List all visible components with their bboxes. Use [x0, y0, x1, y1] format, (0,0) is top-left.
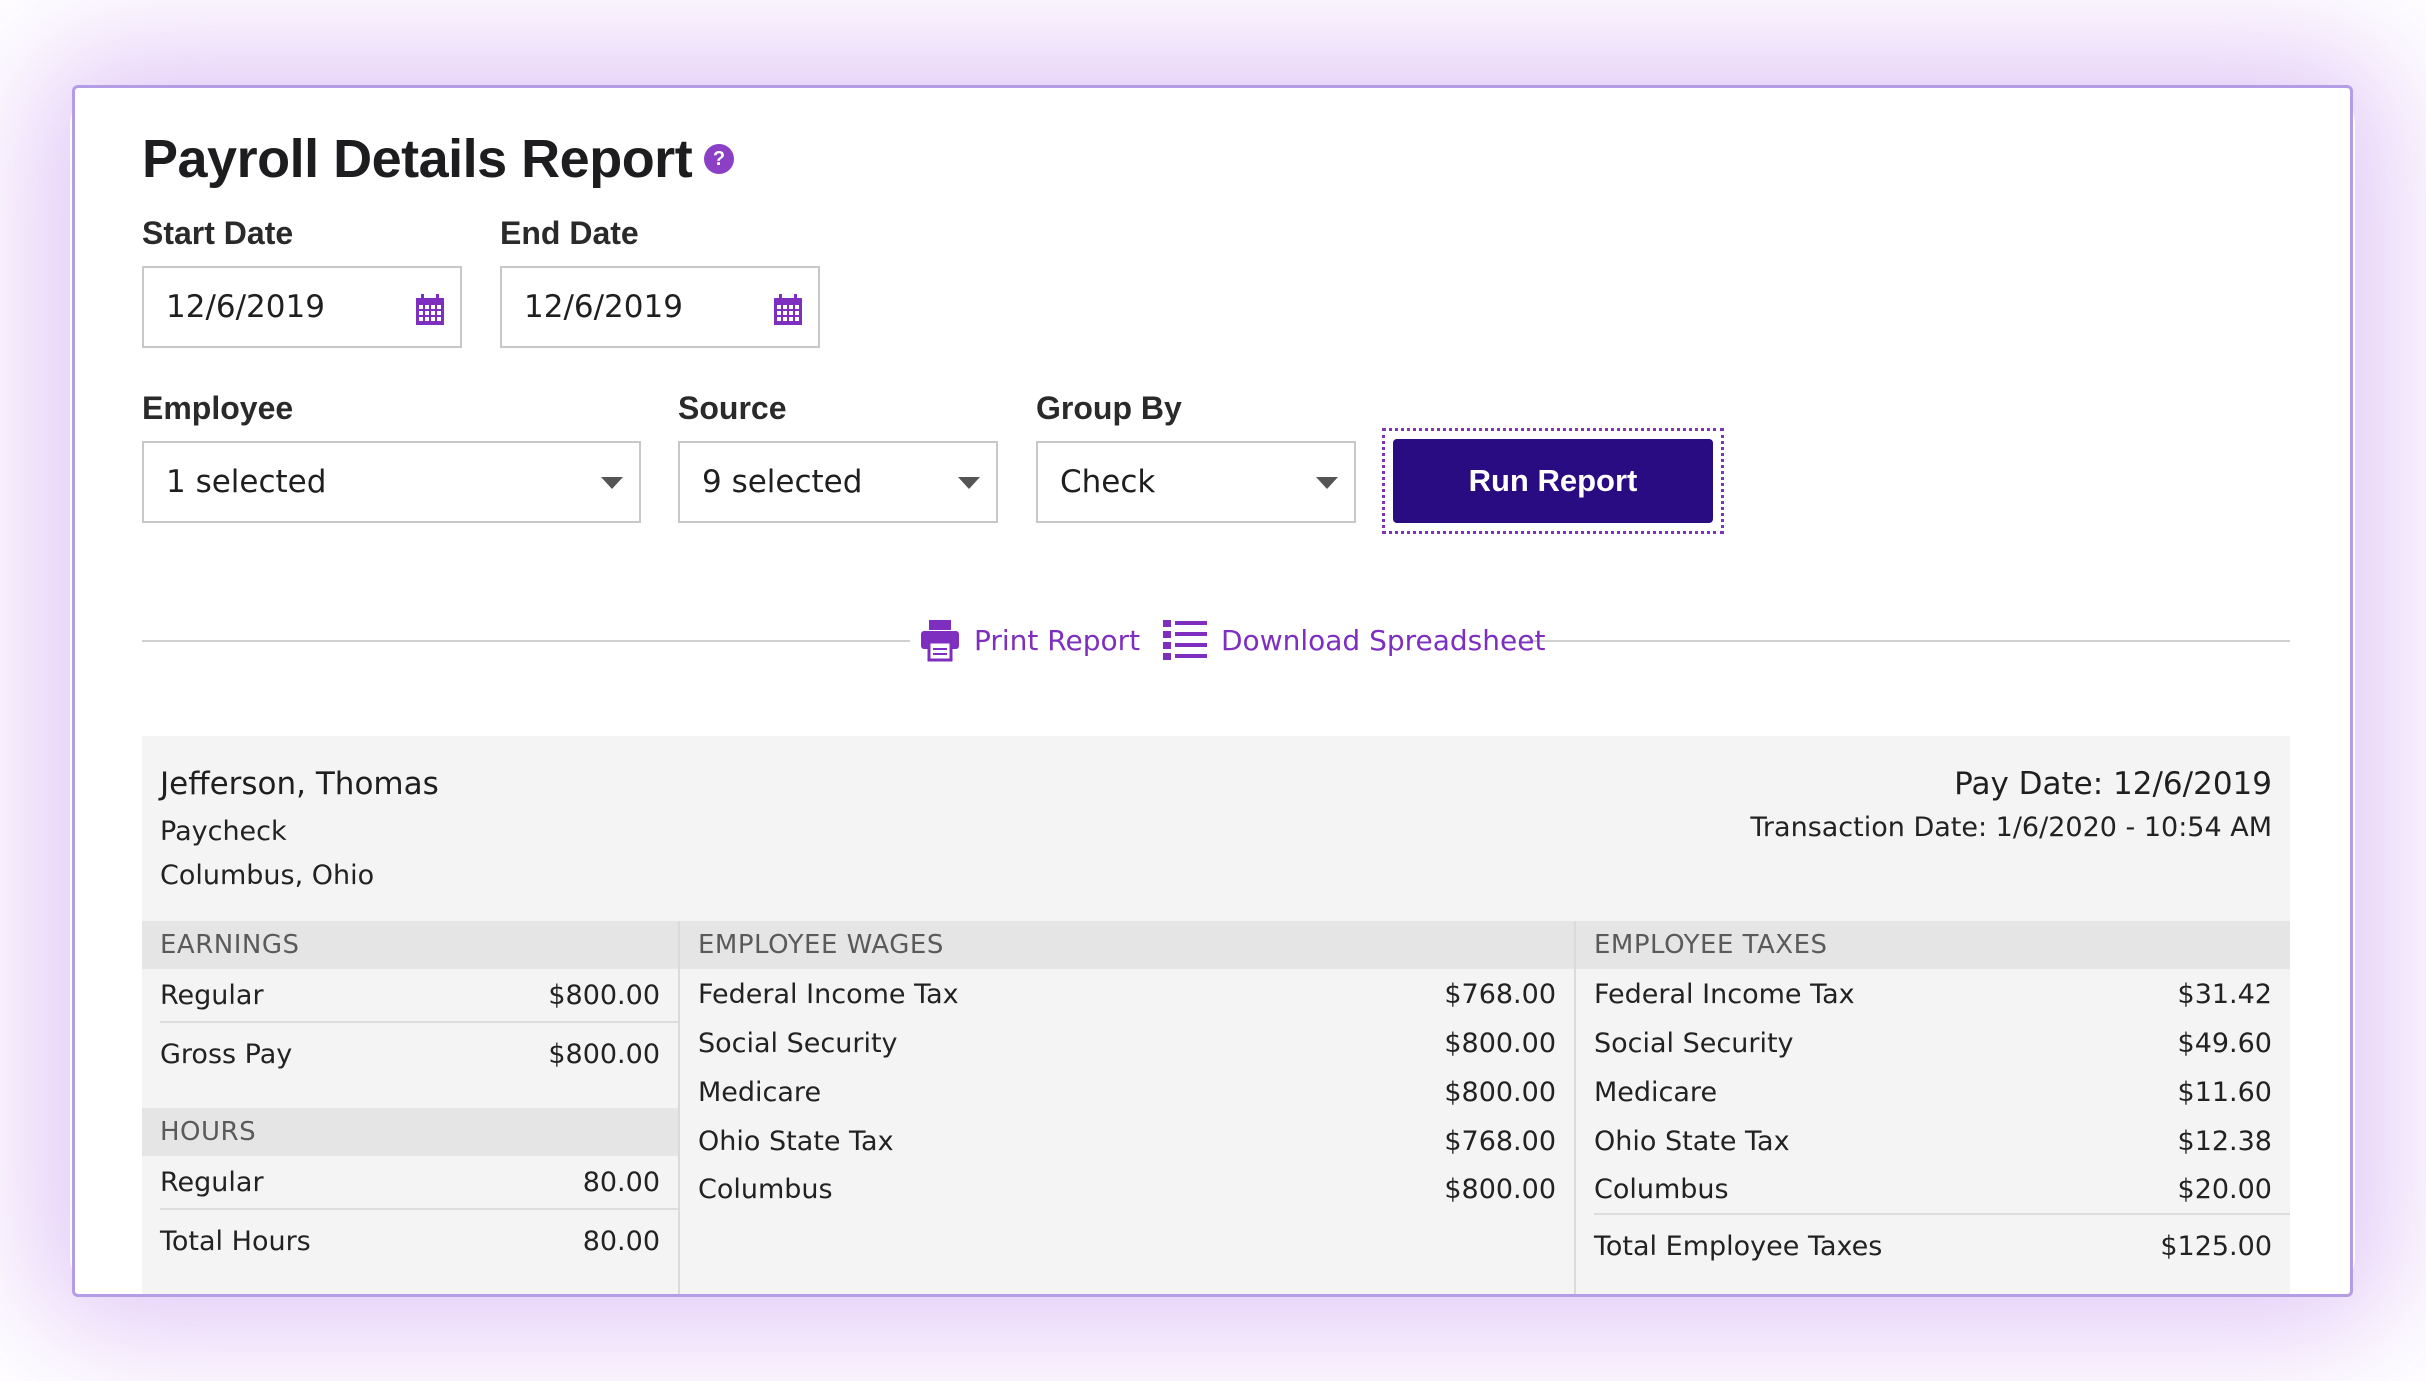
table-row: Regular $800.00 [142, 969, 678, 1021]
calendar-icon[interactable] [773, 294, 803, 326]
row-value: $20.00 [2177, 1173, 2272, 1205]
row-value: $12.38 [2177, 1125, 2272, 1157]
employee-name: Jefferson, Thomas [160, 766, 439, 802]
divider-left [142, 640, 910, 642]
row-label: Total Hours [160, 1225, 311, 1257]
start-date-value: 12/6/2019 [166, 289, 325, 325]
group-by-select[interactable]: Check [1036, 441, 1356, 523]
table-row: Medicare $11.60 [1576, 1067, 2290, 1117]
run-report-focus-ring: Run Report [1382, 428, 1724, 534]
chevron-down-icon [1316, 477, 1338, 489]
employee-select-value: 1 selected [166, 464, 327, 500]
row-value: 80.00 [582, 1225, 660, 1257]
employee-label: Employee [142, 390, 294, 426]
row-label: Columbus [698, 1173, 833, 1205]
hours-header: HOURS [142, 1108, 678, 1156]
table-row: Ohio State Tax $12.38 [1576, 1117, 2290, 1165]
transaction-date: Transaction Date: 1/6/2020 - 10:54 AM [1750, 812, 2272, 843]
source-label: Source [678, 390, 787, 426]
end-date-label: End Date [500, 215, 639, 251]
pay-date: Pay Date: 12/6/2019 [1954, 766, 2272, 802]
printer-icon [921, 620, 959, 662]
table-row: Regular 80.00 [142, 1156, 678, 1208]
row-label: Ohio State Tax [1594, 1125, 1790, 1157]
row-label: Gross Pay [160, 1038, 293, 1070]
end-date-input[interactable]: 12/6/2019 [500, 266, 820, 348]
earnings-header: EARNINGS [142, 921, 678, 969]
table-row: Total Hours 80.00 [160, 1208, 678, 1272]
pay-type: Paycheck [160, 816, 287, 847]
table-row: Federal Income Tax $31.42 [1576, 969, 2290, 1019]
taxes-header: EMPLOYEE TAXES [1576, 921, 2290, 969]
wages-header: EMPLOYEE WAGES [680, 921, 1574, 969]
table-row: Ohio State Tax $768.00 [680, 1117, 1574, 1165]
row-label: Regular [160, 1166, 264, 1198]
column-divider [678, 921, 680, 1294]
row-value: 80.00 [582, 1166, 660, 1198]
download-spreadsheet-link[interactable]: Download Spreadsheet [1163, 618, 1545, 662]
row-label: Social Security [698, 1027, 898, 1059]
row-label: Medicare [698, 1076, 822, 1108]
row-value: $768.00 [1444, 1125, 1556, 1157]
print-report-label: Print Report [974, 623, 1141, 657]
chevron-down-icon [601, 477, 623, 489]
table-row: Social Security $800.00 [680, 1019, 1574, 1067]
end-date-value: 12/6/2019 [524, 289, 683, 325]
table-row: Medicare $800.00 [680, 1067, 1574, 1117]
calendar-icon[interactable] [415, 294, 445, 326]
row-value: $768.00 [1444, 978, 1556, 1010]
row-label: Ohio State Tax [698, 1125, 894, 1157]
group-by-label: Group By [1036, 390, 1182, 426]
start-date-label: Start Date [142, 215, 294, 251]
source-select-value: 9 selected [702, 464, 863, 500]
table-row: Social Security $49.60 [1576, 1019, 2290, 1067]
run-report-button[interactable]: Run Report [1393, 439, 1713, 523]
wages-column: EMPLOYEE WAGES Federal Income Tax $768.0… [680, 921, 1574, 1294]
list-icon [1163, 620, 1207, 660]
question-circle-icon[interactable]: ? [704, 144, 734, 174]
total-label: Total Employee Taxes [1594, 1230, 1883, 1262]
row-label: Social Security [1594, 1027, 1794, 1059]
row-label: Regular [160, 979, 264, 1011]
group-by-select-value: Check [1060, 464, 1156, 500]
row-value: $11.60 [2177, 1076, 2272, 1108]
earnings-column: EARNINGS Regular $800.00 Gross Pay $800.… [142, 921, 678, 1294]
source-select[interactable]: 9 selected [678, 441, 998, 523]
start-date-input[interactable]: 12/6/2019 [142, 266, 462, 348]
row-label: Medicare [1594, 1076, 1718, 1108]
report-card: Payroll Details Report ? Start Date 12/6… [72, 85, 2353, 1297]
employee-select[interactable]: 1 selected [142, 441, 641, 523]
column-divider [1574, 921, 1576, 1294]
row-value: $800.00 [548, 1038, 660, 1070]
download-spreadsheet-label: Download Spreadsheet [1221, 623, 1546, 657]
row-value: $800.00 [1444, 1076, 1556, 1108]
table-row: Columbus $20.00 [1576, 1165, 2290, 1213]
row-value: $800.00 [1444, 1027, 1556, 1059]
page-title: Payroll Details Report [142, 129, 693, 189]
divider-right [1527, 640, 2290, 642]
row-label: Federal Income Tax [698, 978, 959, 1010]
row-value: $800.00 [548, 979, 660, 1011]
total-row: Total Employee Taxes $125.00 [1594, 1213, 2290, 1277]
row-label: Federal Income Tax [1594, 978, 1855, 1010]
employee-location: Columbus, Ohio [160, 860, 375, 891]
print-report-link[interactable]: Print Report [920, 618, 1140, 662]
row-value: $31.42 [2177, 978, 2272, 1010]
table-row: Federal Income Tax $768.00 [680, 969, 1574, 1019]
table-row: Gross Pay $800.00 [160, 1021, 678, 1085]
total-value: $125.00 [2160, 1230, 2272, 1262]
report-panel: Jefferson, Thomas Paycheck Columbus, Ohi… [142, 736, 2290, 1294]
taxes-column: EMPLOYEE TAXES Federal Income Tax $31.42… [1576, 921, 2290, 1294]
chevron-down-icon [958, 477, 980, 489]
table-row: Columbus $800.00 [680, 1165, 1574, 1213]
row-value: $800.00 [1444, 1173, 1556, 1205]
row-value: $49.60 [2177, 1027, 2272, 1059]
row-label: Columbus [1594, 1173, 1729, 1205]
